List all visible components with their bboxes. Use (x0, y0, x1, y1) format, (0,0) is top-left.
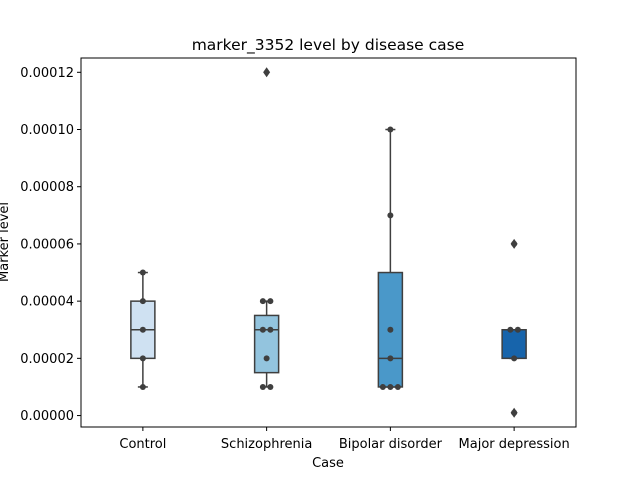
data-point (511, 240, 518, 247)
data-point (267, 298, 274, 305)
data-point (139, 298, 146, 305)
y-tick-label: 0.00006 (20, 237, 74, 252)
axes: 0.00000 0.00002 0.00004 0.00006 0.00008 0.000… (20, 66, 569, 452)
data-point (387, 383, 394, 390)
y-tick-label: 0.00010 (20, 123, 74, 138)
data-point (139, 355, 146, 362)
chart-title: marker_3352 level by disease case (192, 36, 465, 55)
x-tick-label: Major depression (459, 437, 570, 452)
data-point (259, 383, 266, 390)
box-4 (501, 328, 527, 360)
box-2 (253, 314, 280, 374)
x-axis-title: Case (312, 456, 344, 471)
plot-area (130, 67, 527, 418)
data-point (507, 326, 514, 333)
data-point (139, 383, 146, 390)
x-tick-label: Bipolar disorder (339, 437, 443, 452)
data-point (511, 409, 518, 416)
y-axis-title: Marker level (0, 202, 12, 282)
data-point (139, 269, 146, 276)
data-point (387, 212, 394, 219)
data-point (511, 355, 518, 362)
axes-frame (80, 57, 577, 428)
data-point (139, 326, 146, 333)
x-tick-label: Control (119, 437, 166, 452)
y-tick-label: 0.00008 (20, 180, 74, 195)
y-tick-label: 0.00002 (20, 352, 74, 367)
data-point (263, 355, 270, 362)
data-point (514, 326, 521, 333)
data-point (267, 383, 274, 390)
y-tick-label: 0.00012 (20, 66, 74, 81)
data-point (267, 326, 274, 333)
data-point (259, 326, 266, 333)
y-tick-label: 0.00004 (20, 295, 74, 310)
outlier-marker (263, 67, 271, 78)
x-tick-label: Schizophrenia (221, 437, 312, 452)
data-point (259, 298, 266, 305)
y-tick-label: 0.00000 (20, 409, 74, 424)
data-point (387, 326, 394, 333)
data-point (387, 355, 394, 362)
data-point (379, 383, 386, 390)
data-point (394, 383, 401, 390)
data-point (387, 126, 394, 133)
